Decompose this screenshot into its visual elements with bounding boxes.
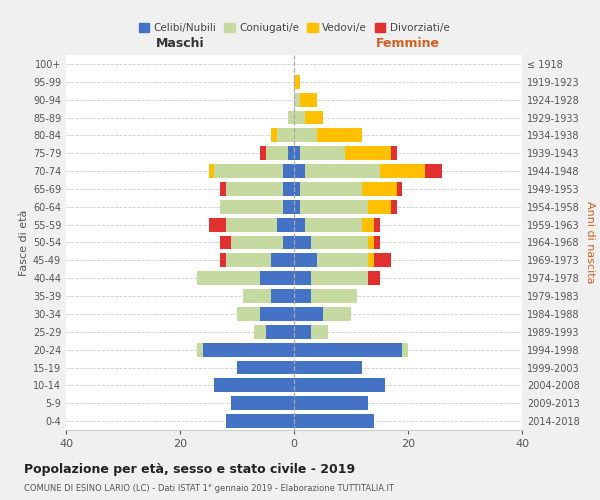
Bar — [294, 289, 311, 303]
Bar — [311, 325, 328, 339]
Bar — [425, 164, 442, 178]
Bar — [209, 218, 226, 232]
Bar — [260, 146, 265, 160]
Bar — [391, 146, 397, 160]
Bar — [294, 182, 300, 196]
Bar — [271, 128, 277, 142]
Bar — [220, 182, 226, 196]
Bar — [311, 289, 357, 303]
Bar — [346, 146, 391, 160]
Bar — [391, 200, 397, 214]
Bar — [232, 236, 283, 250]
Bar — [294, 307, 323, 321]
Bar — [300, 146, 346, 160]
Bar — [271, 289, 294, 303]
Bar — [317, 128, 362, 142]
Bar — [220, 236, 232, 250]
Bar — [300, 200, 368, 214]
Bar — [362, 218, 374, 232]
Bar — [209, 164, 214, 178]
Bar — [214, 378, 294, 392]
Bar — [294, 110, 305, 124]
Bar — [294, 342, 403, 356]
Bar — [294, 92, 300, 106]
Bar — [232, 396, 294, 410]
Bar — [277, 128, 294, 142]
Bar — [294, 128, 317, 142]
Bar — [265, 325, 294, 339]
Bar — [260, 307, 294, 321]
Bar — [226, 414, 294, 428]
Bar — [294, 271, 311, 285]
Bar — [368, 200, 391, 214]
Bar — [283, 236, 294, 250]
Bar — [203, 342, 294, 356]
Bar — [311, 236, 368, 250]
Bar — [294, 414, 374, 428]
Bar — [374, 236, 380, 250]
Bar — [403, 342, 408, 356]
Bar — [265, 146, 289, 160]
Bar — [368, 254, 374, 268]
Y-axis label: Fasce di età: Fasce di età — [19, 210, 29, 276]
Bar — [294, 325, 311, 339]
Bar — [294, 254, 317, 268]
Bar — [283, 164, 294, 178]
Bar — [214, 164, 283, 178]
Bar — [294, 164, 305, 178]
Bar — [237, 307, 260, 321]
Bar — [317, 254, 368, 268]
Bar — [300, 182, 362, 196]
Bar — [305, 218, 362, 232]
Bar — [374, 254, 391, 268]
Text: COMUNE DI ESINO LARIO (LC) - Dati ISTAT 1° gennaio 2019 - Elaborazione TUTTITALI: COMUNE DI ESINO LARIO (LC) - Dati ISTAT … — [24, 484, 394, 493]
Bar — [294, 396, 368, 410]
Text: Maschi: Maschi — [155, 36, 205, 50]
Bar — [305, 164, 380, 178]
Bar — [368, 271, 380, 285]
Bar — [305, 110, 323, 124]
Bar — [242, 289, 271, 303]
Bar — [311, 271, 368, 285]
Bar — [260, 271, 294, 285]
Bar — [362, 182, 397, 196]
Text: Popolazione per età, sesso e stato civile - 2019: Popolazione per età, sesso e stato civil… — [24, 462, 355, 475]
Bar — [226, 254, 271, 268]
Bar — [237, 360, 294, 374]
Bar — [226, 218, 277, 232]
Bar — [294, 236, 311, 250]
Legend: Celibi/Nubili, Coniugati/e, Vedovi/e, Divorziati/e: Celibi/Nubili, Coniugati/e, Vedovi/e, Di… — [134, 19, 454, 38]
Bar — [271, 254, 294, 268]
Text: Femmine: Femmine — [376, 36, 440, 50]
Bar — [368, 236, 374, 250]
Bar — [283, 200, 294, 214]
Y-axis label: Anni di nascita: Anni di nascita — [585, 201, 595, 284]
Bar — [220, 254, 226, 268]
Bar — [197, 271, 260, 285]
Bar — [294, 200, 300, 214]
Bar — [380, 164, 425, 178]
Bar — [294, 360, 362, 374]
Bar — [294, 146, 300, 160]
Bar — [397, 182, 403, 196]
Bar — [277, 218, 294, 232]
Bar — [254, 325, 265, 339]
Bar — [197, 342, 203, 356]
Bar — [294, 378, 385, 392]
Bar — [300, 92, 317, 106]
Bar — [226, 182, 283, 196]
Bar — [374, 218, 380, 232]
Bar — [283, 182, 294, 196]
Bar — [294, 218, 305, 232]
Bar — [289, 110, 294, 124]
Bar — [294, 75, 300, 89]
Bar — [323, 307, 351, 321]
Bar — [289, 146, 294, 160]
Bar — [220, 200, 283, 214]
